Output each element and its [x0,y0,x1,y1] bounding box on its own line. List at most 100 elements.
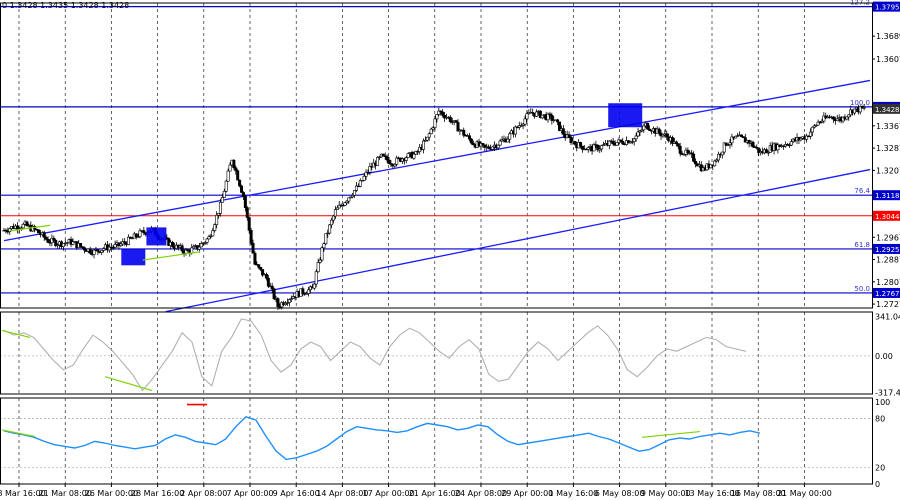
candle-body [205,238,209,243]
cci-y-label: -317.444 [875,389,900,398]
candle-body [36,229,40,234]
price-tag [873,190,900,201]
x-tick-label: 18 Mar 16:00 [0,489,46,498]
candle-body [531,112,535,114]
candle-body [209,235,213,238]
fib-level-label: 61.8 [854,241,870,249]
candle-body [393,164,397,167]
candle-body [328,224,332,234]
candle-body [387,159,391,164]
cci-divergence-line [1,329,31,338]
candle-body [757,147,761,153]
candle-body [741,136,745,138]
candle-body [345,200,349,203]
y-tick-label: 1.2727 [876,300,900,309]
candle-body [671,137,675,144]
candle-body [241,192,245,197]
candle-body [222,191,226,198]
candle-body [579,142,583,147]
x-tick-label: 1 May 16:00 [549,489,599,498]
candle-body [25,221,29,227]
candle-body [284,303,288,306]
pattern-box [121,249,146,266]
x-tick-label: 21 May 00:00 [777,489,832,498]
candle-body [818,121,822,124]
rsi-y-label: 0 [875,480,880,489]
x-tick-label: 24 Apr 08:00 [455,489,507,498]
candle-body [232,159,236,169]
candle-body [362,175,366,181]
candle-body [569,136,573,144]
candle-body [462,129,466,136]
candle-body [592,144,596,152]
candle-body [316,262,320,273]
candle-body [44,237,48,240]
candle-body [425,136,429,141]
candle-body [330,219,334,226]
candle-body [820,120,824,123]
rsi-y-label: 100 [875,398,890,407]
candle-body [496,144,500,149]
candle-body [272,288,276,299]
candle-body [439,110,443,113]
candle-body [642,125,646,131]
candle-body [661,134,665,137]
candle-body [717,153,721,161]
candle-body [102,248,106,251]
candle-body [138,230,142,237]
candle-body [481,143,485,146]
candle-body [42,232,46,238]
rsi-pane [0,403,872,468]
candle-body [751,141,755,148]
candle-body [443,115,447,119]
x-tick-label: 2 Apr 08:00 [180,489,227,498]
pane-frame [0,397,873,485]
candle-body [82,247,86,251]
candle-body [404,157,408,161]
rsi-line [3,416,761,461]
divergence-line [142,251,201,261]
candle-body [264,274,268,279]
candle-body [694,160,698,165]
candle-body [218,202,222,214]
y-tick-label: 1.2807 [876,278,900,287]
candle-body [715,159,719,162]
y-tick-label: 1.3287 [876,144,900,153]
candle-body [567,134,571,138]
candle-body [333,209,337,217]
candle-body [690,152,694,155]
candle-body [406,153,410,158]
grid [18,3,805,484]
candle-body [471,142,475,146]
candle-body [483,144,487,148]
candle-body [674,141,678,145]
candle-body [469,138,473,144]
candle-body [54,239,58,247]
y-tick-label: 1.3689 [876,32,900,41]
candle-body [52,237,56,241]
candle-body [638,130,642,133]
candle-body [289,298,293,300]
candle-body [573,141,577,145]
candle-body [734,135,738,139]
divergence-line [9,224,51,232]
candle-body [46,239,50,243]
candle-body [96,249,100,252]
candle-body [431,127,435,130]
candle-body [107,246,111,251]
candle-body [286,302,290,304]
candle-body [251,242,255,254]
candle-body [713,160,717,167]
candle-body [423,139,427,142]
x-tick-label: 28 Mar 16:00 [131,489,184,498]
candle-body [259,267,263,270]
candle-body [128,236,132,239]
candle-body [270,285,274,290]
candle-body [331,215,335,221]
x-tick-label: 9 May 00:00 [641,489,691,498]
candle-body [535,111,539,117]
cci-divergence-line [104,376,153,392]
candle-body [113,244,117,248]
